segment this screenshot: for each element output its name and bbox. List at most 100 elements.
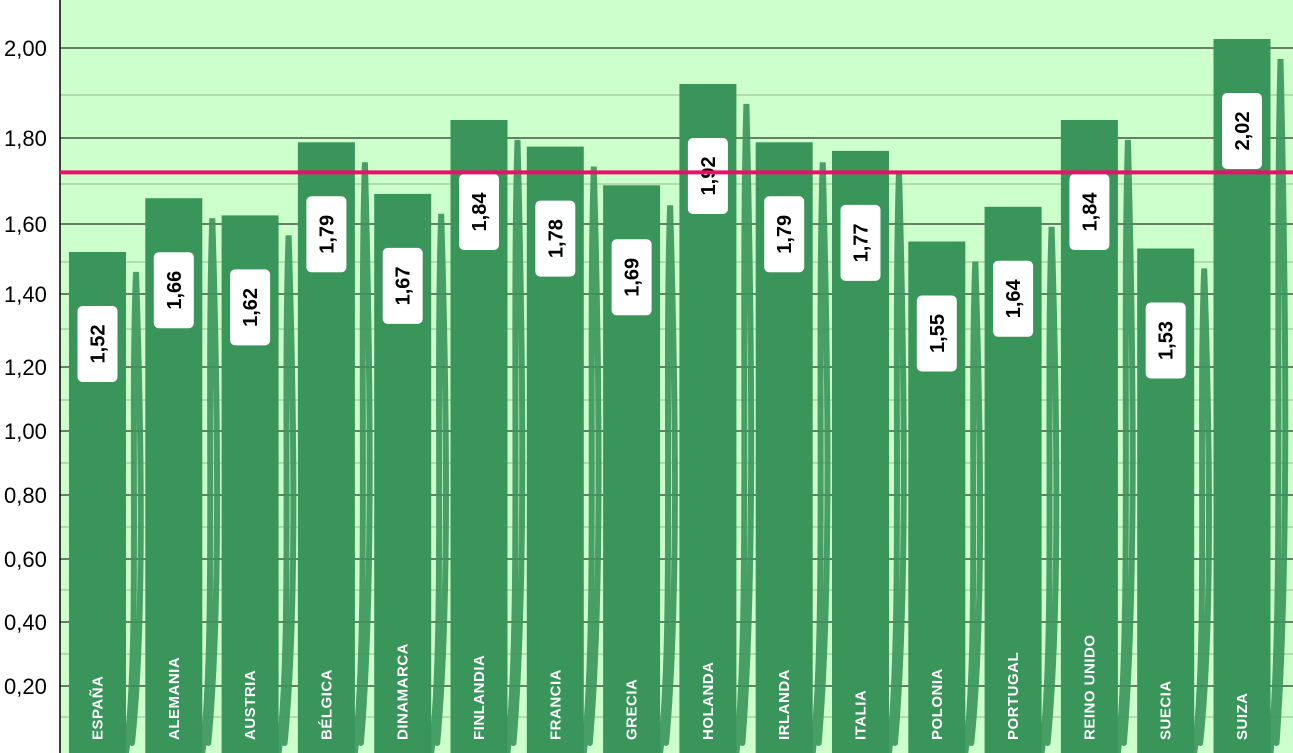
value-label-box-5 (459, 174, 499, 250)
category-label-0: ESPAÑA (89, 676, 107, 740)
value-label-10: 1,77 (840, 204, 881, 281)
category-label-4: DINAMARCA (395, 643, 412, 740)
value-label-3: 1,79 (306, 196, 347, 273)
bar-group-0: 1,52 ESPAÑA (69, 252, 144, 753)
value-label-1: 1,66 (153, 252, 194, 329)
value-label-15: 2,02 (1222, 93, 1262, 169)
value-label-box-9 (764, 196, 805, 273)
y-tick-label-7: 1,60 (4, 212, 47, 237)
bar-swirl-5 (504, 139, 526, 753)
category-label-12: PORTUGAL (1005, 652, 1022, 740)
value-label-box-8 (687, 138, 728, 214)
bar-group-4: 1,67 DINAMARCA (374, 193, 449, 753)
category-label-15: SUIZA (1234, 693, 1251, 741)
value-label-9: 1,79 (764, 196, 805, 273)
bar-swirl-7 (657, 205, 678, 753)
value-label-text-8: 1,92 (698, 157, 720, 196)
y-tick-label-4: 1,00 (4, 419, 47, 444)
y-tick-label-0: 0,20 (4, 674, 47, 699)
category-label-3: BÉLGICA (318, 669, 335, 740)
value-label-2: 1,62 (230, 269, 271, 346)
bar-swirl-8 (733, 103, 755, 753)
bar-swirl-6 (580, 166, 602, 753)
bar-group-14: 1,53 SUECIA (1137, 248, 1212, 753)
bar-swirl-15 (1267, 58, 1289, 753)
value-label-box-7 (611, 239, 652, 316)
bar-group-10: 1,77 ITALIA (832, 150, 907, 753)
value-label-text-4: 1,67 (393, 266, 415, 305)
y-tick-label-1: 0,40 (4, 610, 47, 635)
category-label-1: ALEMANIA (166, 657, 183, 740)
value-label-box-4 (382, 247, 423, 324)
value-label-text-13: 1,84 (1079, 192, 1101, 232)
value-label-box-0 (77, 306, 118, 382)
bar-swirl-0 (123, 271, 144, 753)
value-label-12: 1,64 (993, 260, 1034, 337)
value-label-text-7: 1,69 (622, 258, 644, 297)
value-label-6: 1,78 (535, 200, 576, 277)
y-tick-label-9: 2,00 (4, 36, 47, 61)
value-label-box-12 (993, 260, 1034, 337)
value-label-11: 1,55 (916, 295, 957, 372)
value-label-0: 1,52 (77, 306, 118, 382)
bar-swirl-1 (199, 218, 221, 753)
value-label-box-14 (1145, 302, 1186, 379)
bar-group-5: 1,84 FINLANDIA (450, 120, 526, 753)
bar-group-11: 1,55 POLONIA (908, 241, 984, 753)
category-label-14: SUECIA (1158, 680, 1175, 740)
bar-swirl-9 (809, 162, 831, 753)
category-label-6: FRANCIA (547, 669, 564, 740)
value-label-text-9: 1,79 (774, 215, 796, 254)
value-label-8: 1,92 (687, 138, 728, 214)
bar-group-8: 1,92 HOLANDA (679, 84, 755, 753)
category-label-2: AUSTRIA (242, 670, 259, 740)
y-tick-label-2: 0,60 (4, 547, 47, 572)
category-label-5: FINLANDIA (471, 655, 488, 740)
value-label-box-11 (916, 295, 957, 372)
value-label-text-11: 1,55 (927, 314, 949, 353)
category-label-11: POLONIA (929, 668, 946, 740)
y-tick-label-8: 1,80 (4, 126, 47, 151)
category-label-10: ITALIA (853, 690, 870, 740)
value-label-text-10: 1,77 (851, 223, 873, 262)
y-tick-label-6: 1,40 (4, 282, 47, 307)
bar-swirl-12 (1038, 226, 1060, 753)
value-label-box-6 (535, 200, 576, 277)
value-label-box-10 (840, 204, 881, 281)
category-label-13: REINO UNIDO (1081, 634, 1098, 740)
bar-group-9: 1,79 IRLANDA (755, 142, 831, 753)
category-label-9: IRLANDA (776, 669, 793, 740)
value-label-13: 1,84 (1069, 174, 1110, 250)
value-label-text-14: 1,53 (1156, 321, 1178, 360)
value-label-text-3: 1,79 (316, 215, 338, 254)
value-label-4: 1,67 (382, 247, 423, 324)
bar-swirl-13 (1114, 139, 1136, 753)
bar-group-7: 1,69 GRECIA (603, 185, 678, 753)
bar-group-6: 1,78 FRANCIA (526, 146, 602, 753)
bar-swirl-4 (428, 213, 449, 753)
value-label-box-15 (1222, 93, 1262, 169)
value-label-box-1 (153, 252, 194, 329)
value-label-text-15: 2,02 (1232, 112, 1254, 151)
value-label-text-1: 1,66 (164, 271, 186, 310)
value-label-box-3 (306, 196, 347, 273)
category-label-7: GRECIA (624, 679, 641, 740)
value-label-text-12: 1,64 (1003, 278, 1025, 318)
value-label-5: 1,84 (459, 174, 499, 250)
value-label-box-2 (230, 269, 271, 346)
bar-swirl-2 (275, 235, 297, 753)
value-label-box-13 (1069, 174, 1110, 250)
bar-swirl-14 (1191, 268, 1212, 753)
bar-group-12: 1,64 PORTUGAL (984, 206, 1060, 753)
bar-group-15: 2,02 SUIZA (1213, 39, 1289, 753)
value-label-text-2: 1,62 (240, 288, 262, 327)
bar-group-2: 1,62 AUSTRIA (221, 215, 297, 753)
bar-swirl-3 (351, 162, 373, 753)
y-tick-label-5: 1,20 (4, 355, 47, 380)
bars: 1,52 ESPAÑA 1,66 ALEMANIA 1,62 AUSTRIA 1,79 BÉL… (69, 39, 1289, 753)
bar-group-3: 1,79 BÉLGICA (297, 142, 373, 753)
value-label-14: 1,53 (1145, 302, 1186, 379)
category-label-8: HOLANDA (700, 662, 717, 741)
value-label-text-6: 1,78 (545, 219, 567, 258)
y-axis: 0,20 0,40 0,60 0,80 1,00 1,20 1,40 1,60 1,80 2,00 (4, 36, 47, 699)
